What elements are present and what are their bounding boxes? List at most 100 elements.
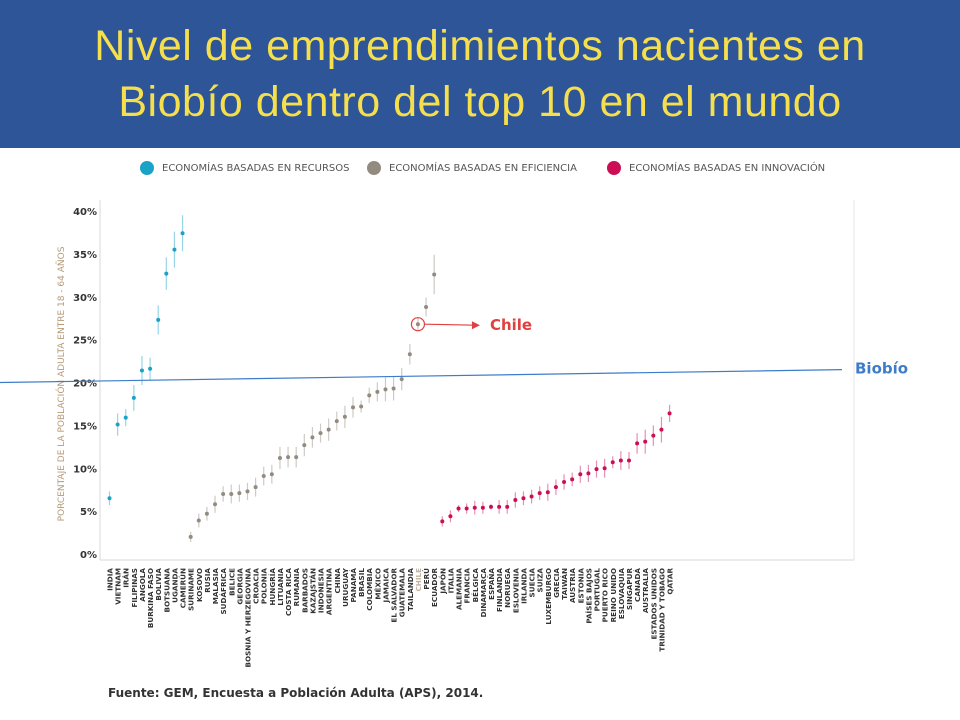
data-point-el-salvador <box>391 386 396 391</box>
data-point-burkina-faso <box>148 366 153 371</box>
data-point-luxemburgo <box>545 490 550 495</box>
data-point-mexico <box>375 389 380 394</box>
x-tick-label: ESTADOS UNIDOS <box>649 568 658 640</box>
legend-label-innovacion: ECONOMÍAS BASADAS EN INNOVACIÓN <box>629 162 826 174</box>
data-point-guatemala <box>399 377 404 382</box>
x-tick-label: ECUADOR <box>430 568 439 607</box>
data-point-belgica <box>472 505 477 510</box>
x-tick-label: SUECIA <box>528 568 537 598</box>
biobio-label: Biobío <box>855 360 908 378</box>
data-point-hungria <box>269 472 274 477</box>
x-tick-label: CAMERÚN <box>179 568 188 608</box>
legend-swatch-recursos <box>140 161 154 175</box>
data-point-suriname <box>188 534 193 539</box>
data-point-francia <box>464 506 469 511</box>
slide-title: Nivel de emprendimientos nacientes en Bi… <box>0 18 960 130</box>
x-tick-label: BURKINA FASO <box>146 568 155 628</box>
x-tick-label: PANAMÁ <box>349 568 358 603</box>
y-tick-label: 15% <box>73 421 97 432</box>
data-point-malasia <box>213 502 218 507</box>
x-tick-label: LITUANIA <box>276 568 285 606</box>
y-tick-label: 0% <box>80 550 97 561</box>
x-tick-label: BELICE <box>227 568 236 596</box>
x-tick-label: POLONIA <box>260 568 269 605</box>
x-tick-label: RUMANIA <box>292 568 301 607</box>
data-point-canada <box>635 441 640 446</box>
data-point-sudafrica <box>221 491 226 496</box>
x-tick-label: CHILE <box>414 568 423 592</box>
x-tick-label: ITALIA <box>446 568 455 594</box>
x-tick-label: VIETNAM <box>114 568 123 605</box>
data-point-ecuador <box>432 272 437 277</box>
x-tick-label: ESLOVENIA <box>511 568 520 613</box>
x-tick-label: QATAR <box>666 568 675 595</box>
chile-arrow-shaft <box>424 323 475 326</box>
x-tick-label: BÉLGICA <box>471 568 480 603</box>
x-tick-label: GRECIA <box>552 568 561 598</box>
x-tick-label: BRASIL <box>357 568 366 597</box>
x-tick-label: SUIZA <box>536 568 545 593</box>
title-banner: Nivel de emprendimientos nacientes en Bi… <box>0 0 960 148</box>
legend-item-eficiencia: ECONOMÍAS BASADAS EN EFICIENCIA <box>367 161 577 175</box>
x-tick-label: PAÍSES BAJOS <box>584 568 593 624</box>
x-tick-label: ANGOLA <box>138 568 147 602</box>
data-point-bolivia <box>156 317 161 322</box>
data-point-costa-rica <box>286 455 291 460</box>
chart-legend: ECONOMÍAS BASADAS EN RECURSOS ECONOMÍAS … <box>0 161 960 183</box>
x-tick-label: LUXEMBURGO <box>544 568 553 625</box>
x-tick-label: FILIPINAS <box>130 568 139 608</box>
x-tick-label: BARBADOS <box>300 568 309 613</box>
data-point-vietnam <box>115 422 120 427</box>
data-point-portugal <box>594 467 599 472</box>
x-tick-label: AUSTRALIA <box>641 568 650 614</box>
biobio-reference-line <box>0 369 843 384</box>
x-tick-label: ESTONIA <box>576 568 585 604</box>
x-tick-label: AUSTRIA <box>568 568 577 603</box>
data-point-suecia <box>529 494 534 499</box>
chile-arrow-head <box>471 321 480 330</box>
x-tick-label: DINAMARCA <box>479 568 488 618</box>
data-point-belice <box>229 491 234 496</box>
data-point-iran <box>123 415 128 420</box>
legend-swatch-eficiencia <box>367 161 381 175</box>
source-note: Fuente: GEM, Encuesta a Población Adulta… <box>108 686 484 700</box>
x-tick-label: CROACIA <box>252 568 261 604</box>
x-tick-label: HUNGRÍA <box>268 568 277 606</box>
legend-item-recursos: ECONOMÍAS BASADAS EN RECURSOS <box>140 161 350 175</box>
data-point-brasil <box>359 404 364 409</box>
x-tick-label: TRINIDAD Y TOBAGO <box>657 568 666 652</box>
chile-highlight-circle <box>410 317 426 332</box>
y-tick-label: 25% <box>73 336 97 347</box>
y-tick-label: 40% <box>73 207 97 218</box>
data-point-camerun <box>180 231 185 236</box>
data-point-trinidad-y-tobago <box>659 427 664 432</box>
x-tick-label: ALEMANIA <box>455 568 464 610</box>
data-point-uruguay <box>342 414 347 419</box>
title-line-1: Nivel de emprendimientos nacientes en <box>94 22 866 70</box>
x-tick-label: MALASIA <box>211 568 220 605</box>
legend-label-eficiencia: ECONOMÍAS BASADAS EN EFICIENCIA <box>389 162 577 174</box>
data-point-puerto-rico <box>602 466 607 471</box>
data-point-india <box>107 496 112 501</box>
x-tick-label: GEORGIA <box>235 568 244 605</box>
legend-swatch-innovacion <box>607 161 621 175</box>
data-point-chile <box>415 322 420 327</box>
data-point-finlandia <box>497 504 502 509</box>
data-point-filipinas <box>131 395 136 400</box>
x-tick-label: RUSIA <box>203 568 212 593</box>
x-tick-label: ESPAÑA <box>487 568 496 600</box>
data-point-australia <box>643 439 648 444</box>
data-point-angola <box>139 368 144 373</box>
x-tick-label: KOSOVO <box>195 568 204 602</box>
x-tick-label: COLOMBIA <box>365 568 374 611</box>
data-point-japon <box>440 519 445 524</box>
data-point-barbados <box>302 443 307 448</box>
data-point-uganda <box>172 247 177 252</box>
y-tick-label: 10% <box>73 464 97 475</box>
x-tick-label: URUGUAY <box>341 567 350 607</box>
x-tick-label: COSTA RICA <box>284 568 293 616</box>
x-tick-label: EL SALVADOR <box>390 568 399 623</box>
data-point-austria <box>570 477 575 482</box>
x-tick-label: GUATEMALA <box>398 568 407 618</box>
